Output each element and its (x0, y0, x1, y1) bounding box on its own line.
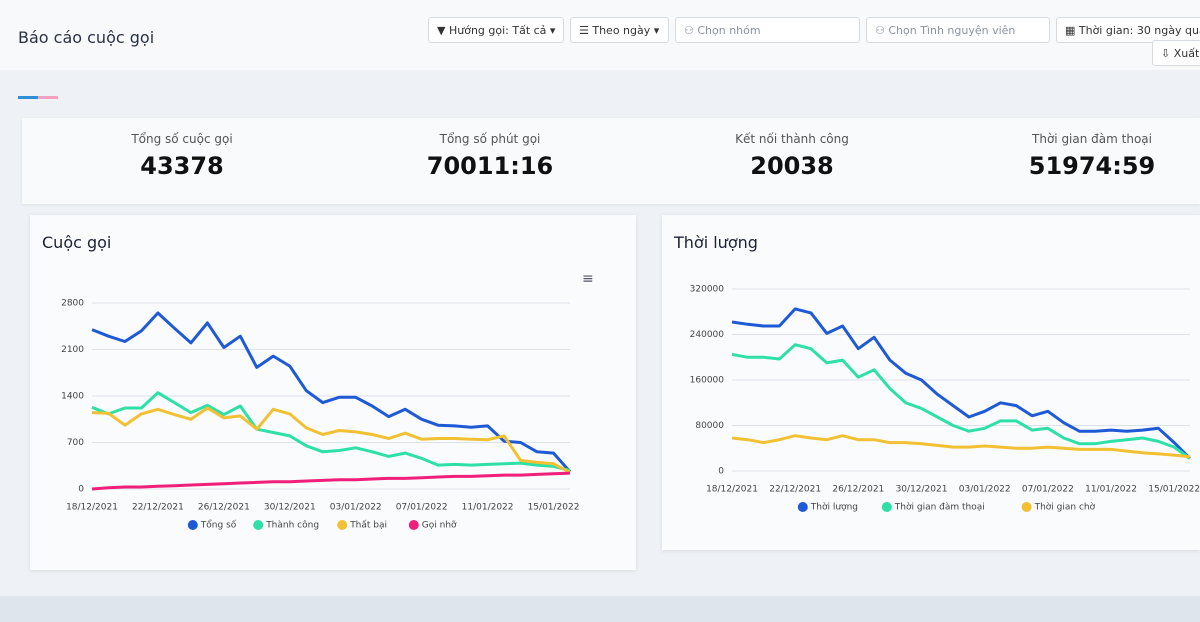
series-line (91, 391, 571, 472)
legend-marker (1021, 502, 1032, 512)
stat-value: 70011:16 (426, 152, 554, 180)
legend-marker (253, 520, 264, 530)
chart-card: 0 700 1400 2100 2800 18/12/2021 22/12/2021 26/1… (30, 215, 636, 570)
stats-panel: Tổng số cuộc gọi 43378 Tổng số phút gọi 70… (22, 118, 1200, 204)
filter-text: Theo ngày (592, 24, 651, 37)
filter-text: Chọn nhóm (697, 24, 761, 37)
chart-title: Cuộc gọi (42, 233, 112, 252)
y-tick-label: 2100 (61, 345, 84, 355)
series-line (91, 471, 571, 491)
series-line (731, 434, 1191, 459)
x-tick-label: 03/01/2022 (330, 503, 382, 513)
stat: Kết nối thành công 20038 (662, 132, 922, 180)
series-line (731, 343, 1191, 460)
x-tick-label: 03/01/2022 (959, 485, 1011, 495)
filter-text: Chọn Tình nguyện viên (888, 24, 1016, 37)
y-tick-label: 80000 (695, 421, 724, 431)
period-filter[interactable]: ☰ Theo ngày ▾ (570, 17, 669, 43)
series-line (731, 307, 1192, 460)
x-tick-label: 18/12/2021 (706, 485, 758, 495)
x-tick-label: 11/01/2022 (462, 503, 514, 513)
filter-text: Thời gian: 30 ngày qua (1078, 24, 1200, 37)
y-tick-label: 2800 (61, 299, 84, 309)
menu-icon[interactable]: ≡ (582, 271, 594, 287)
x-tick-label: 07/01/2022 (396, 503, 448, 513)
tab-indicator (18, 96, 58, 99)
y-tick-label: 240000 (690, 330, 725, 340)
direction-filter[interactable]: ▼ Hướng gọi: Tất cả ▾ (428, 17, 564, 43)
top-bar: Báo cáo cuộc gọi ▼ Hướng gọi: Tất cả ▾ ☰… (0, 0, 1200, 70)
legend-label: Tổng số (200, 520, 237, 531)
stat-value: 51974:59 (1028, 152, 1156, 180)
x-tick-label: 30/12/2021 (896, 485, 948, 495)
legend-marker (408, 520, 419, 530)
stat-value: 43378 (140, 152, 224, 180)
y-tick-label: 0 (78, 485, 84, 495)
chart-card: 0 80000 160000 240000 320000 18/12/2021 22/12/… (662, 215, 1200, 550)
legend-marker (187, 520, 198, 530)
export-button[interactable]: ⇩ Xuất (1152, 40, 1200, 66)
filter-text: Hướng gọi: Tất cả (448, 24, 547, 37)
page-title: Báo cáo cuộc gọi (18, 28, 155, 47)
volunteer-select[interactable]: ⚇ Chọn Tình nguyện viên (866, 17, 1050, 43)
group-select[interactable]: ⚇ Chọn nhóm (675, 17, 860, 43)
stat-label: Tổng số phút gọi (439, 132, 541, 146)
legend-marker (797, 502, 808, 512)
y-tick-label: 160000 (690, 376, 725, 386)
x-tick-label: 22/12/2021 (132, 503, 184, 513)
stat-label: Kết nối thành công (735, 132, 849, 146)
stat: Tổng số phút gọi 70011:16 (360, 132, 620, 180)
y-tick-label: 0 (718, 467, 724, 477)
legend-marker (337, 520, 348, 530)
x-tick-label: 26/12/2021 (832, 485, 884, 495)
stat-label: Tổng số cuộc gọi (131, 132, 233, 146)
x-tick-label: 18/12/2021 (66, 503, 118, 513)
series-line (91, 406, 571, 474)
x-tick-label: 15/01/2022 (1148, 485, 1200, 495)
y-tick-label: 320000 (690, 285, 725, 295)
legend-label: Thất bại (349, 520, 387, 531)
y-tick-label: 1400 (61, 392, 84, 402)
legend-label: Thời gian đàm thoại (894, 502, 985, 513)
button-text: Xuất (1173, 47, 1200, 60)
chart-title: Thời lượng (674, 233, 758, 252)
x-tick-label: 22/12/2021 (769, 485, 821, 495)
x-tick-label: 07/01/2022 (1022, 485, 1074, 495)
legend-label: Thời gian chờ (1034, 502, 1096, 513)
x-tick-label: 15/01/2022 (528, 503, 580, 513)
x-tick-label: 11/01/2022 (1085, 485, 1137, 495)
series-line (91, 311, 572, 473)
legend-marker (881, 502, 892, 512)
chart: 0 80000 160000 240000 320000 18/12/2021 22/12/… (690, 285, 1200, 513)
stat: Tổng số cuộc gọi 43378 (52, 132, 312, 180)
legend-label: Thời lượng (810, 502, 858, 513)
taskbar (0, 596, 1200, 622)
legend-label: Thành công (265, 520, 319, 531)
legend-label: Gọi nhỡ (422, 521, 457, 531)
chart: 0 700 1400 2100 2800 18/12/2021 22/12/2021 26/1… (61, 299, 580, 531)
stat-label: Thời gian đàm thoại (1032, 132, 1152, 146)
time-filter[interactable]: ▦ Thời gian: 30 ngày qua ▾ (1056, 17, 1200, 43)
y-tick-label: 700 (67, 438, 84, 448)
x-tick-label: 30/12/2021 (264, 503, 316, 513)
x-tick-label: 26/12/2021 (198, 503, 250, 513)
stat: Thời gian đàm thoại 51974:59 (962, 132, 1200, 180)
stat-value: 20038 (750, 152, 834, 180)
